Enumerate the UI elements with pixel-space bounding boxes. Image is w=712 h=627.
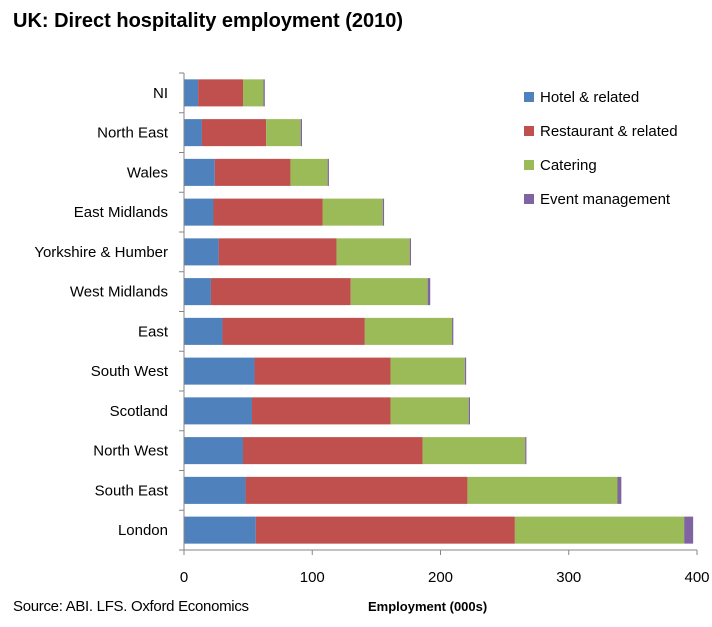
bars-layer [184,79,694,544]
x-tick-label: 300 [556,569,581,586]
bar-restaurant-related-north-east [201,119,267,147]
bar-hotel-related-east [184,317,223,345]
bar-restaurant-related-south-east [245,476,468,504]
x-tick-label: 400 [684,569,709,586]
category-label: London [118,522,168,539]
bar-event-management-yorkshire-humber [409,238,412,266]
category-label: North West [93,443,169,460]
bar-hotel-related-north-west [184,437,243,465]
bar-event-management-ni [263,79,265,107]
bar-restaurant-related-west-midlands [210,278,351,306]
bar-catering-scotland [390,397,469,425]
category-label: East [138,323,169,340]
x-tick-label: 0 [180,569,188,586]
bar-hotel-related-ni [184,79,199,107]
bar-event-management-london [684,516,694,544]
category-label: South East [95,482,169,499]
bar-restaurant-related-north-west [242,437,423,465]
legend-label: Restaurant & related [540,123,678,140]
bar-event-management-north-east [300,119,302,147]
legend-swatch [524,194,534,204]
category-label: Yorkshire & Humber [34,244,168,261]
bar-hotel-related-south-west [184,357,255,385]
bar-event-management-east [452,317,454,345]
legend-swatch [524,126,534,136]
bar-event-management-wales [327,158,329,186]
bar-catering-west-midlands [350,278,428,306]
bar-restaurant-related-wales [214,158,291,186]
bar-catering-north-east [266,119,301,147]
category-label: NI [153,85,168,102]
bar-hotel-related-west-midlands [184,278,211,306]
bar-restaurant-related-east-midlands [213,198,323,226]
legend: Hotel & related Restaurant & related Cater… [524,89,678,208]
bar-hotel-related-scotland [184,397,252,425]
bar-event-management-south-east [617,476,622,504]
category-label: Wales [127,164,168,181]
bar-catering-yorkshire-humber [336,238,410,266]
x-tick-label: 100 [300,569,325,586]
bar-catering-south-west [390,357,465,385]
bar-catering-wales [290,158,328,186]
bar-catering-south-east [467,476,618,504]
bar-hotel-related-south-east [184,476,246,504]
bar-catering-north-west [422,437,526,465]
legend-label: Hotel & related [540,89,639,106]
legend-label: Event management [540,191,671,208]
bar-catering-ni [242,79,264,107]
bar-event-management-north-west [525,437,527,465]
bar-event-management-west-midlands [427,278,431,306]
bar-catering-london [514,516,685,544]
bar-hotel-related-wales [184,158,215,186]
legend-swatch [524,160,534,170]
category-label: North East [97,125,169,142]
source-note: Source: ABI. LFS. Oxford Economics [13,598,249,615]
bar-hotel-related-north-east [184,119,202,147]
bar-restaurant-related-south-west [254,357,391,385]
bar-restaurant-related-london [255,516,515,544]
bar-event-management-scotland [468,397,470,425]
x-tick-label: 200 [428,569,453,586]
category-label: South West [91,363,169,380]
legend-swatch [524,92,534,102]
bar-catering-east [364,317,453,345]
bar-hotel-related-london [184,516,256,544]
category-label: Scotland [110,403,168,420]
bar-hotel-related-east-midlands [184,198,214,226]
axes-layer [179,72,698,555]
labels-layer: NI North East Wales East Midlands Yorkshire … [34,85,709,586]
bar-hotel-related-yorkshire-humber [184,238,219,266]
category-label: West Midlands [70,284,168,301]
bar-restaurant-related-ni [198,79,243,107]
bar-event-management-east-midlands [382,198,385,226]
x-axis-label: Employment (000s) [368,599,488,614]
category-label: East Midlands [74,204,168,221]
bar-restaurant-related-scotland [251,397,391,425]
bar-restaurant-related-yorkshire-humber [218,238,337,266]
bar-restaurant-related-east [222,317,365,345]
chart-title: UK: Direct hospitality employment (2010) [13,10,404,32]
legend-label: Catering [540,157,597,174]
bar-event-management-south-west [464,357,467,385]
bar-catering-east-midlands [322,198,383,226]
